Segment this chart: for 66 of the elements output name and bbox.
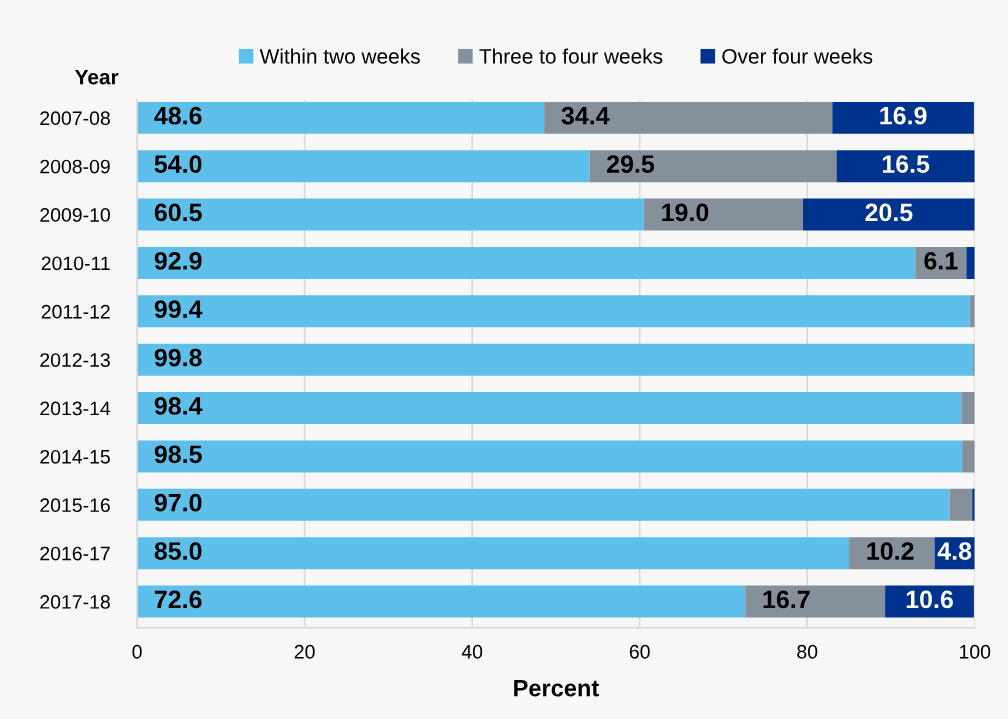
y-tick-label: 2017-18 — [40, 595, 110, 609]
x-tick-label: 80 — [797, 644, 818, 659]
bar — [961, 392, 975, 425]
data-label: 29.5 — [607, 155, 655, 173]
x-tick-label: 100 — [960, 644, 991, 659]
data-label: 54.0 — [154, 155, 202, 173]
legend-label: Within two weeks — [259, 48, 420, 64]
legend-label: Three to four weeks — [479, 48, 663, 64]
bar — [949, 488, 973, 521]
data-label: 10.6 — [906, 590, 953, 609]
bar — [745, 585, 886, 618]
bar — [137, 537, 850, 570]
data-label: 16.5 — [882, 155, 930, 173]
data-label: 4.8 — [937, 542, 972, 560]
y-tick-label: 2013-14 — [40, 401, 111, 416]
data-label: 98.5 — [154, 445, 202, 464]
bar — [137, 198, 644, 231]
bar — [137, 440, 963, 473]
bar — [137, 392, 962, 425]
data-label: 85.0 — [154, 542, 202, 560]
y-tick-label: 2014-15 — [40, 449, 110, 464]
bar — [836, 150, 975, 183]
data-label: 6.1 — [924, 251, 958, 270]
bar — [137, 246, 916, 279]
data-label: 72.6 — [154, 590, 202, 609]
x-tick-label: 40 — [461, 644, 483, 659]
data-label: 34.4 — [561, 106, 610, 125]
bar — [962, 440, 975, 473]
data-label: 10.2 — [867, 542, 914, 560]
y-tick-label: 2008-09 — [40, 159, 110, 174]
y-tick-label: 2011-12 — [41, 304, 110, 319]
bar — [966, 246, 975, 279]
bar — [137, 101, 545, 134]
data-label: 48.6 — [154, 106, 202, 125]
bar — [803, 198, 975, 231]
bar — [137, 295, 970, 328]
bar — [643, 198, 804, 231]
x-tick-label: 60 — [629, 644, 650, 659]
bar — [137, 488, 950, 521]
y-tick-label: 2007-08 — [40, 111, 110, 126]
y-tick-label: 2016-17 — [40, 546, 110, 561]
data-label: 60.5 — [154, 203, 202, 222]
bar — [137, 343, 974, 376]
bar — [544, 101, 833, 134]
data-label: 19.0 — [662, 203, 709, 222]
data-label: 92.9 — [154, 251, 202, 270]
y-tick-label: 2012-13 — [40, 353, 110, 367]
x-tick-label: 0 — [132, 644, 142, 659]
y-tick-label: 2015-16 — [40, 498, 110, 513]
legend-label: Over four weeks — [722, 48, 873, 64]
y-tick-label: 2010-11 — [41, 256, 110, 271]
x-tick-label: 20 — [294, 644, 315, 659]
data-label: 99.4 — [154, 300, 203, 319]
data-label: 16.7 — [763, 590, 810, 609]
y-axis-title: Year — [74, 69, 119, 85]
data-label: 16.9 — [880, 106, 927, 125]
y-tick-label: 2009-10 — [40, 208, 110, 222]
bar — [137, 585, 746, 618]
bar — [589, 150, 837, 183]
data-label: 99.8 — [154, 348, 202, 367]
data-label: 98.4 — [154, 397, 203, 415]
x-axis-title: Percent — [514, 680, 599, 697]
bar — [137, 150, 590, 183]
data-label: 97.0 — [154, 493, 202, 512]
bar — [832, 101, 974, 134]
data-label: 20.5 — [865, 203, 913, 222]
